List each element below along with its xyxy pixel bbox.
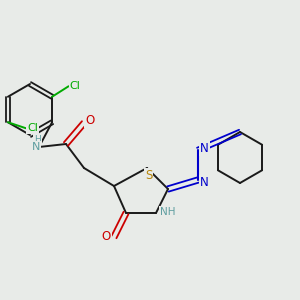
Text: NH: NH [160, 207, 176, 217]
Text: N: N [200, 176, 209, 189]
Text: Cl: Cl [70, 81, 81, 91]
Text: N: N [32, 142, 41, 152]
Text: N: N [200, 142, 209, 155]
Text: O: O [85, 114, 94, 127]
Text: Cl: Cl [27, 123, 38, 133]
Text: O: O [102, 230, 111, 244]
Text: H: H [34, 135, 41, 144]
Text: S: S [145, 169, 152, 182]
